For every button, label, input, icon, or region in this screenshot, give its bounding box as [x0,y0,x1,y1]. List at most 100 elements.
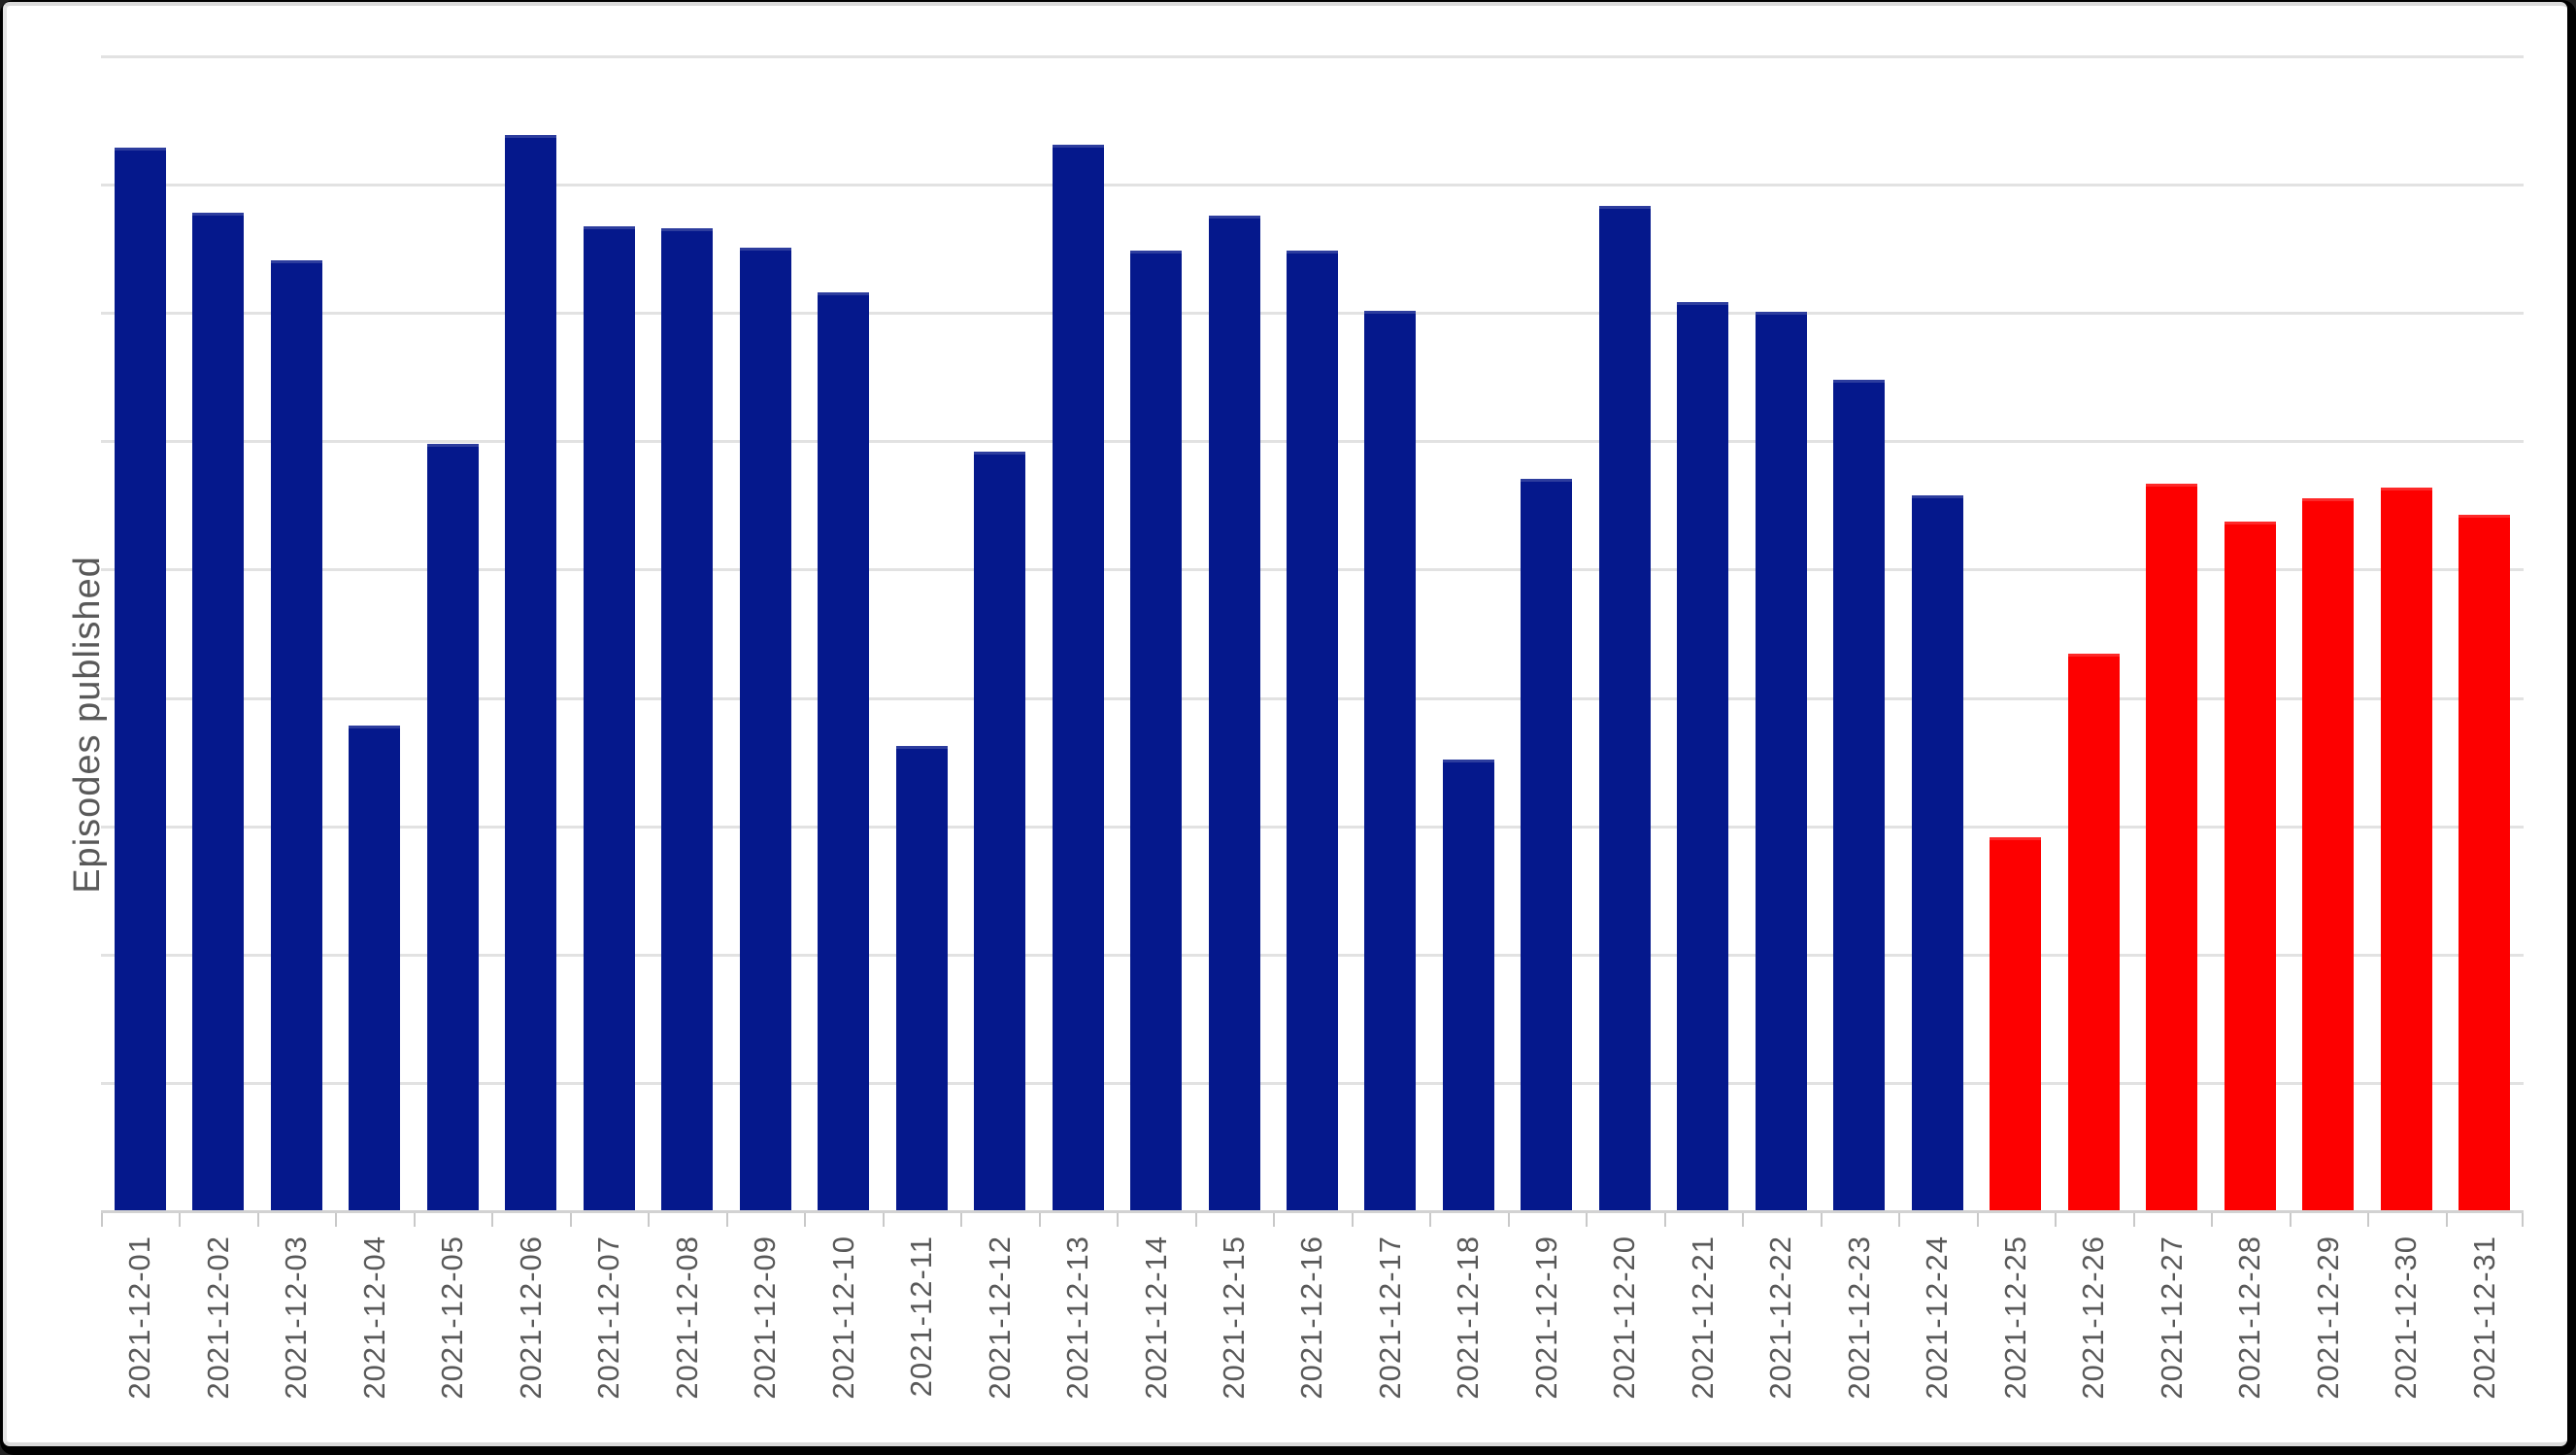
x-axis-tick [2132,1213,2135,1227]
x-axis-tick [960,1213,963,1227]
x-axis-tick [882,1213,885,1227]
x-axis-label: 2021-12-01 [101,1235,179,1435]
x-axis-label: 2021-12-17 [1352,1235,1429,1435]
bar-2021-12-30 [2380,488,2432,1210]
bar-2021-12-24 [1911,495,1963,1210]
bar-2021-12-17 [1364,311,1417,1210]
bar-2021-12-07 [583,226,635,1210]
bar-2021-12-10 [818,292,870,1210]
x-axis-label-text: 2021-12-19 [1528,1235,1563,1400]
x-axis-label: 2021-12-21 [1664,1235,1742,1435]
x-axis-label-text: 2021-12-28 [2232,1235,2267,1400]
gridline [101,184,2524,187]
x-axis-label: 2021-12-12 [960,1235,1038,1435]
x-axis-tick [2522,1213,2524,1227]
bar-2021-12-01 [114,148,166,1210]
bar-2021-12-28 [2224,522,2276,1210]
bar-2021-12-20 [1598,206,1651,1210]
x-axis-label: 2021-12-24 [1898,1235,1976,1435]
x-axis-tick [1038,1213,1041,1227]
x-axis-label: 2021-12-19 [1508,1235,1586,1435]
x-axis-label-text: 2021-12-25 [1997,1235,2032,1400]
x-axis-label-text: 2021-12-11 [904,1235,939,1398]
x-axis-label-text: 2021-12-20 [1607,1235,1642,1400]
x-axis-tick [179,1213,182,1227]
x-axis-label: 2021-12-22 [1742,1235,1820,1435]
x-axis-tick [491,1213,494,1227]
bar-2021-12-22 [1755,312,1807,1210]
x-axis-tick [2445,1213,2448,1227]
bar-2021-12-14 [1130,251,1183,1210]
x-axis-label: 2021-12-31 [2446,1235,2524,1435]
x-axis-label: 2021-12-23 [1821,1235,1898,1435]
x-axis-label: 2021-12-14 [1117,1235,1194,1435]
bar-2021-12-08 [661,228,714,1210]
bar-2021-12-15 [1208,216,1260,1210]
x-axis-label-text: 2021-12-01 [122,1235,157,1400]
bar-2021-12-03 [270,260,322,1210]
x-axis-label-text: 2021-12-18 [1451,1235,1486,1400]
bar-2021-12-31 [2459,515,2511,1210]
x-axis-label: 2021-12-20 [1586,1235,1663,1435]
bar-2021-12-25 [1990,837,2042,1210]
x-axis-label: 2021-12-26 [2055,1235,2132,1435]
bar-2021-12-18 [1442,760,1494,1210]
x-axis-label: 2021-12-03 [257,1235,335,1435]
x-axis-label: 2021-12-06 [491,1235,569,1435]
x-axis-label: 2021-12-04 [335,1235,413,1435]
bar-2021-12-29 [2302,498,2355,1210]
bar-2021-12-06 [505,135,557,1210]
bar-2021-12-27 [2146,484,2198,1210]
x-axis-label: 2021-12-29 [2290,1235,2367,1435]
x-axis-label-text: 2021-12-26 [2076,1235,2111,1400]
x-axis-label: 2021-12-05 [414,1235,491,1435]
x-axis-tick [804,1213,807,1227]
x-axis-tick [1742,1213,1745,1227]
x-axis-tick [725,1213,728,1227]
x-axis-label: 2021-12-07 [570,1235,648,1435]
x-axis-label-text: 2021-12-23 [1841,1235,1876,1400]
x-axis-label: 2021-12-27 [2133,1235,2211,1435]
x-axis-tick [335,1213,338,1227]
bar-2021-12-21 [1677,302,1729,1210]
x-axis-label-text: 2021-12-04 [356,1235,391,1400]
x-axis-label-text: 2021-12-07 [591,1235,626,1400]
x-axis-label: 2021-12-25 [1977,1235,2055,1435]
bar-2021-12-11 [895,746,948,1210]
bar-2021-12-19 [1521,479,1573,1210]
x-axis-label-text: 2021-12-13 [1060,1235,1095,1400]
x-axis-tick [2367,1213,2370,1227]
x-axis-tick [1429,1213,1432,1227]
gridline [101,55,2524,58]
bar-2021-12-26 [2067,654,2120,1210]
x-axis-label-text: 2021-12-06 [513,1235,548,1400]
x-axis-label-text: 2021-12-29 [2310,1235,2345,1400]
x-axis-label-text: 2021-12-24 [1920,1235,1955,1400]
bar-2021-12-05 [426,444,479,1210]
x-axis-label: 2021-12-09 [726,1235,804,1435]
bar-2021-12-04 [349,726,401,1210]
x-axis-label-text: 2021-12-17 [1372,1235,1407,1400]
bar-2021-12-12 [974,452,1026,1210]
x-axis-tick [1586,1213,1589,1227]
x-axis-tick [1273,1213,1276,1227]
x-axis-label-text: 2021-12-09 [748,1235,783,1400]
x-axis-tick [1117,1213,1120,1227]
x-axis-label-text: 2021-12-16 [1294,1235,1329,1400]
x-axis-tick [1820,1213,1823,1227]
x-axis-ticks [101,1213,2524,1227]
x-axis-label: 2021-12-28 [2211,1235,2289,1435]
x-axis-tick [1351,1213,1354,1227]
x-axis-tick [569,1213,572,1227]
x-axis-labels: 2021-12-01 2021-12-02 2021-12-03 2021-12-04… [101,1235,2524,1435]
x-axis-label: 2021-12-13 [1039,1235,1117,1435]
bar-2021-12-23 [1833,380,1886,1210]
x-axis-label: 2021-12-11 [883,1235,960,1435]
bar-2021-12-02 [192,213,245,1210]
chart-canvas: Episodes published 2021-12-01 2021-12-02 2… [3,2,2567,1446]
x-axis-tick [1976,1213,1979,1227]
x-axis-label-text: 2021-12-15 [1217,1235,1251,1400]
x-axis-label-text: 2021-12-30 [2389,1235,2424,1400]
plot-area [101,55,2524,1213]
x-axis-label-text: 2021-12-22 [1763,1235,1798,1400]
